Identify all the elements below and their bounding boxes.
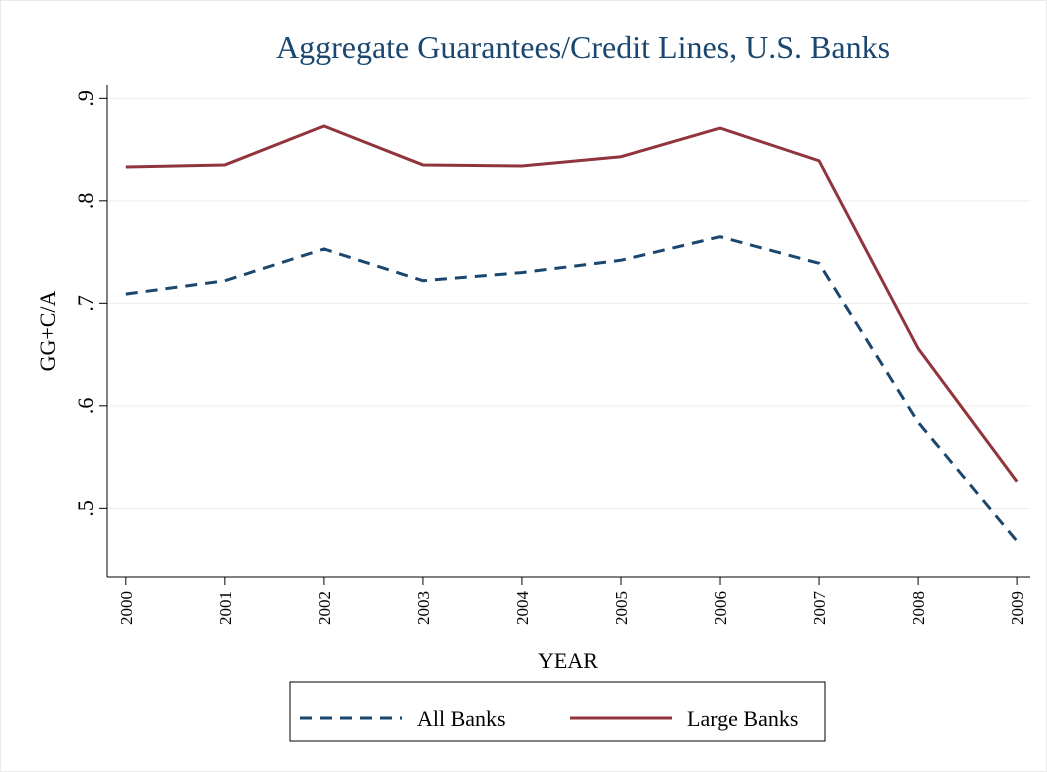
x-tick-label: 2001 bbox=[216, 591, 235, 625]
x-tick-label: 2000 bbox=[117, 591, 136, 625]
x-tick-label: 2003 bbox=[414, 591, 433, 625]
y-tick-label: .7 bbox=[73, 295, 98, 312]
y-tick-label: .9 bbox=[73, 90, 98, 107]
line-series bbox=[125, 124, 1019, 483]
x-tick-label: 2008 bbox=[909, 591, 928, 625]
x-tick-label: 2005 bbox=[612, 591, 631, 625]
legend-label: All Banks bbox=[417, 706, 506, 731]
x-axis-label: YEAR bbox=[538, 648, 598, 673]
x-tick-label: 2009 bbox=[1008, 591, 1027, 625]
line-series bbox=[125, 235, 1019, 543]
x-tick-label: 2002 bbox=[315, 591, 334, 625]
chart-title: Aggregate Guarantees/Credit Lines, U.S. … bbox=[276, 29, 890, 65]
y-axis-label: GG+C/A bbox=[35, 290, 60, 371]
x-tick-label: 2006 bbox=[711, 591, 730, 625]
y-tick-label: .6 bbox=[73, 398, 98, 415]
x-tick-label: 2004 bbox=[513, 591, 532, 626]
legend-box bbox=[289, 681, 826, 742]
y-tick-label: .5 bbox=[73, 500, 98, 517]
x-tick-label: 2007 bbox=[810, 591, 829, 626]
y-tick-label: .8 bbox=[73, 193, 98, 210]
legend-label: Large Banks bbox=[687, 706, 798, 731]
